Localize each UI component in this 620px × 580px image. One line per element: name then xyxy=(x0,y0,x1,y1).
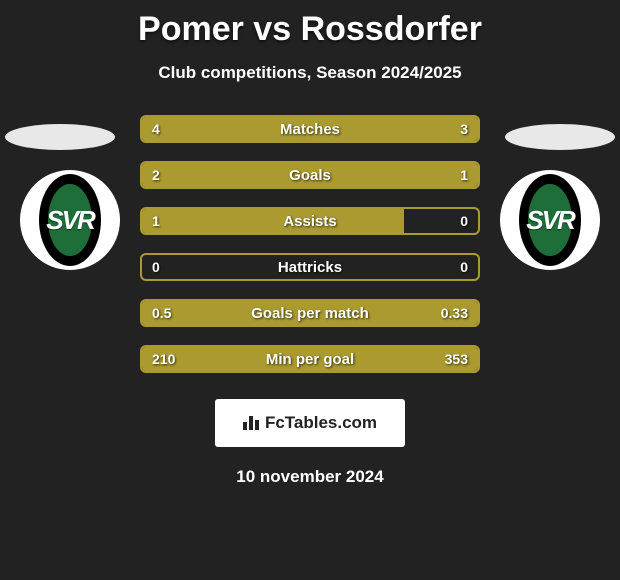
stat-row: 210353Min per goal xyxy=(140,345,480,373)
club-logo-left: SVR xyxy=(20,170,120,270)
page-title: Pomer vs Rossdorfer xyxy=(0,0,620,49)
brand-text: FcTables.com xyxy=(265,413,377,433)
stat-bar-right xyxy=(367,163,478,187)
club-logo-right: SVR xyxy=(500,170,600,270)
stat-value-left: 0 xyxy=(152,255,160,279)
stat-row: 21Goals xyxy=(140,161,480,189)
stat-bar-left xyxy=(142,347,478,371)
brand-bar-icon xyxy=(243,416,259,430)
club-logo-left-inner: SVR xyxy=(39,174,101,266)
stat-row: 10Assists xyxy=(140,207,480,235)
stat-value-right: 0 xyxy=(460,209,468,233)
stat-bar-left xyxy=(142,301,478,325)
stat-bar-left xyxy=(142,209,404,233)
footer-date: 10 november 2024 xyxy=(0,467,620,487)
brand-link[interactable]: FcTables.com xyxy=(215,399,405,447)
stat-row: 43Matches xyxy=(140,115,480,143)
club-logo-left-glyph: SVR xyxy=(46,205,93,236)
club-logo-right-glyph: SVR xyxy=(526,205,573,236)
player-shadow-left xyxy=(5,124,115,150)
club-logo-right-inner: SVR xyxy=(519,174,581,266)
player-shadow-right xyxy=(505,124,615,150)
stat-bar-left xyxy=(142,117,334,141)
stat-value-right: 0 xyxy=(460,255,468,279)
stat-row: 0.50.33Goals per match xyxy=(140,299,480,327)
stat-label: Hattricks xyxy=(142,255,478,279)
stat-bar-right xyxy=(334,117,478,141)
stats-table: 43Matches21Goals10Assists00Hattricks0.50… xyxy=(140,115,480,373)
page-subtitle: Club competitions, Season 2024/2025 xyxy=(0,63,620,83)
stat-bar-left xyxy=(142,163,367,187)
stat-row: 0 0Hattricks xyxy=(140,253,480,281)
